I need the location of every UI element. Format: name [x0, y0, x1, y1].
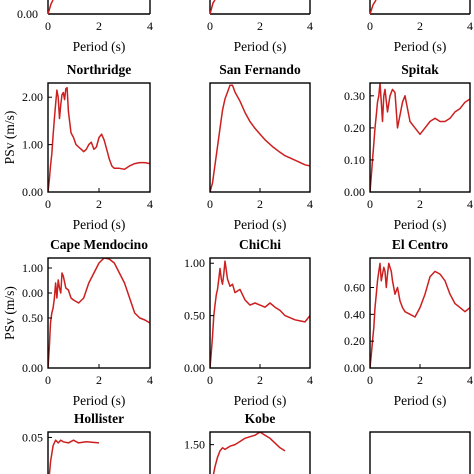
- top-middle-series-line: [209, 0, 216, 15]
- xaxis-label: Period (s): [234, 217, 287, 232]
- xtick-label: 0: [207, 197, 213, 211]
- panel-title: Hollister: [74, 411, 124, 426]
- top-xtick-label: 0: [207, 19, 213, 33]
- top-xtick-label: 4: [467, 19, 473, 33]
- axes-frame: [369, 431, 471, 474]
- ytick-label: 0.10: [344, 153, 365, 167]
- ytick-label: 0.00: [22, 286, 43, 300]
- chart-panel: Kobe 1.50: [184, 411, 311, 474]
- chart-panel: Northridge 0 2 4 0.00 1.00 2.00 Period (s) PSv (…: [2, 62, 153, 232]
- ytick-label: 0.60: [344, 281, 365, 295]
- series-line: [370, 262, 470, 368]
- top-xtick-label: 4: [147, 19, 153, 33]
- panel-title: ChiChi: [239, 237, 281, 252]
- ytick-label: 0.30: [344, 89, 365, 103]
- series-line: [210, 260, 310, 368]
- panel-title: Northridge: [67, 62, 132, 77]
- ytick-label: 0.00: [344, 361, 365, 375]
- ytick-label: 0.00: [22, 361, 43, 375]
- panel-grid: Northridge 0 2 4 0.00 1.00 2.00 Period (s) PSv (…: [2, 62, 473, 474]
- ytick-label: 0.00: [184, 361, 205, 375]
- chart-panel: [369, 431, 471, 474]
- series-line: [48, 439, 100, 474]
- top-xtick-label: 2: [96, 19, 102, 33]
- ytick-label: 0.05: [22, 430, 43, 444]
- ytick-label: 0.00: [22, 185, 43, 199]
- chart-panel: ChiChi 0 2 4 0.00 0.50 1.00 Period (s): [184, 237, 313, 408]
- chart-panel: El Centro 0 2 4 0.00 0.20 0.40 0.60 Period (s): [344, 237, 473, 408]
- series-line: [370, 83, 470, 192]
- xtick-label: 2: [257, 197, 263, 211]
- ytick-label: 0.20: [344, 334, 365, 348]
- ytick-label: 1.00: [184, 256, 205, 270]
- series-line: [212, 432, 286, 474]
- top-left-xaxis-label: Period (s): [73, 39, 126, 54]
- xtick-label: 2: [96, 197, 102, 211]
- top-middle-xaxis-label: Period (s): [234, 39, 287, 54]
- ytick-label: 0.50: [22, 311, 43, 325]
- ytick-label: 0.50: [184, 309, 205, 323]
- top-left-ytick-label: 0.00: [17, 7, 38, 21]
- panel-title: El Centro: [392, 237, 449, 252]
- xaxis-label: Period (s): [73, 217, 126, 232]
- ytick-label: 1.50: [184, 438, 205, 452]
- top-right-xaxis-label: Period (s): [394, 39, 447, 54]
- panel-title: Spitak: [401, 62, 439, 77]
- xtick-label: 4: [307, 373, 313, 387]
- series-line: [210, 84, 310, 192]
- ytick-label: 0.00: [344, 185, 365, 199]
- top-xtick-label: 2: [257, 19, 263, 33]
- xaxis-label: Period (s): [394, 393, 447, 408]
- top-xtick-label: 0: [45, 19, 51, 33]
- xtick-label: 2: [417, 373, 423, 387]
- ytick-label: 1.00: [22, 261, 43, 275]
- xtick-label: 0: [207, 373, 213, 387]
- chart-panel: San Fernando 0 2 4 Period (s): [207, 62, 313, 232]
- xtick-label: 0: [45, 197, 51, 211]
- xtick-label: 4: [147, 197, 153, 211]
- series-line: [48, 86, 150, 192]
- panel-title: San Fernando: [219, 62, 301, 77]
- chart-panel: Spitak 0 2 4 0.00 0.10 0.20 0.30 Period (s): [344, 62, 473, 232]
- ytick-label: 0.40: [344, 307, 365, 321]
- top-right-series-line: [369, 0, 377, 15]
- ytick-label: 1.00: [22, 138, 43, 152]
- xtick-label: 0: [45, 373, 51, 387]
- axes-frame: [209, 431, 311, 474]
- chart-panel: Hollister 0.05: [22, 411, 151, 474]
- top-xtick-label: 0: [367, 19, 373, 33]
- xtick-label: 2: [96, 373, 102, 387]
- axes-frame: [369, 82, 471, 193]
- xaxis-label: Period (s): [394, 217, 447, 232]
- xtick-label: 0: [367, 197, 373, 211]
- xtick-label: 2: [417, 197, 423, 211]
- ytick-label: 0.20: [344, 121, 365, 135]
- panel-title: Kobe: [245, 411, 276, 426]
- xtick-label: 4: [147, 373, 153, 387]
- xtick-label: 4: [467, 197, 473, 211]
- xaxis-label: Period (s): [73, 393, 126, 408]
- xtick-label: 4: [467, 373, 473, 387]
- yaxis-label: PSv (m/s): [2, 111, 17, 165]
- series-line: [48, 258, 150, 368]
- top-xtick-label: 4: [307, 19, 313, 33]
- axes-frame: [47, 431, 151, 474]
- top-left-series-line: [47, 0, 54, 15]
- xaxis-label: Period (s): [234, 393, 287, 408]
- top-xtick-label: 2: [417, 19, 423, 33]
- top-row-remnants: 0.00 0 2 4 0 2 4 0 2 4 Period (s) Period…: [17, 0, 473, 54]
- xtick-label: 0: [367, 373, 373, 387]
- panel-title: Cape Mendocino: [50, 237, 148, 252]
- yaxis-label: PSv (m/s): [2, 286, 17, 340]
- xtick-label: 4: [307, 197, 313, 211]
- xtick-label: 2: [257, 373, 263, 387]
- axes-frame: [209, 257, 311, 369]
- chart-panel: Cape Mendocino 0 2 4 0.00 0.50 0.00 1.00 Period …: [2, 237, 153, 408]
- ytick-label: 2.00: [22, 90, 43, 104]
